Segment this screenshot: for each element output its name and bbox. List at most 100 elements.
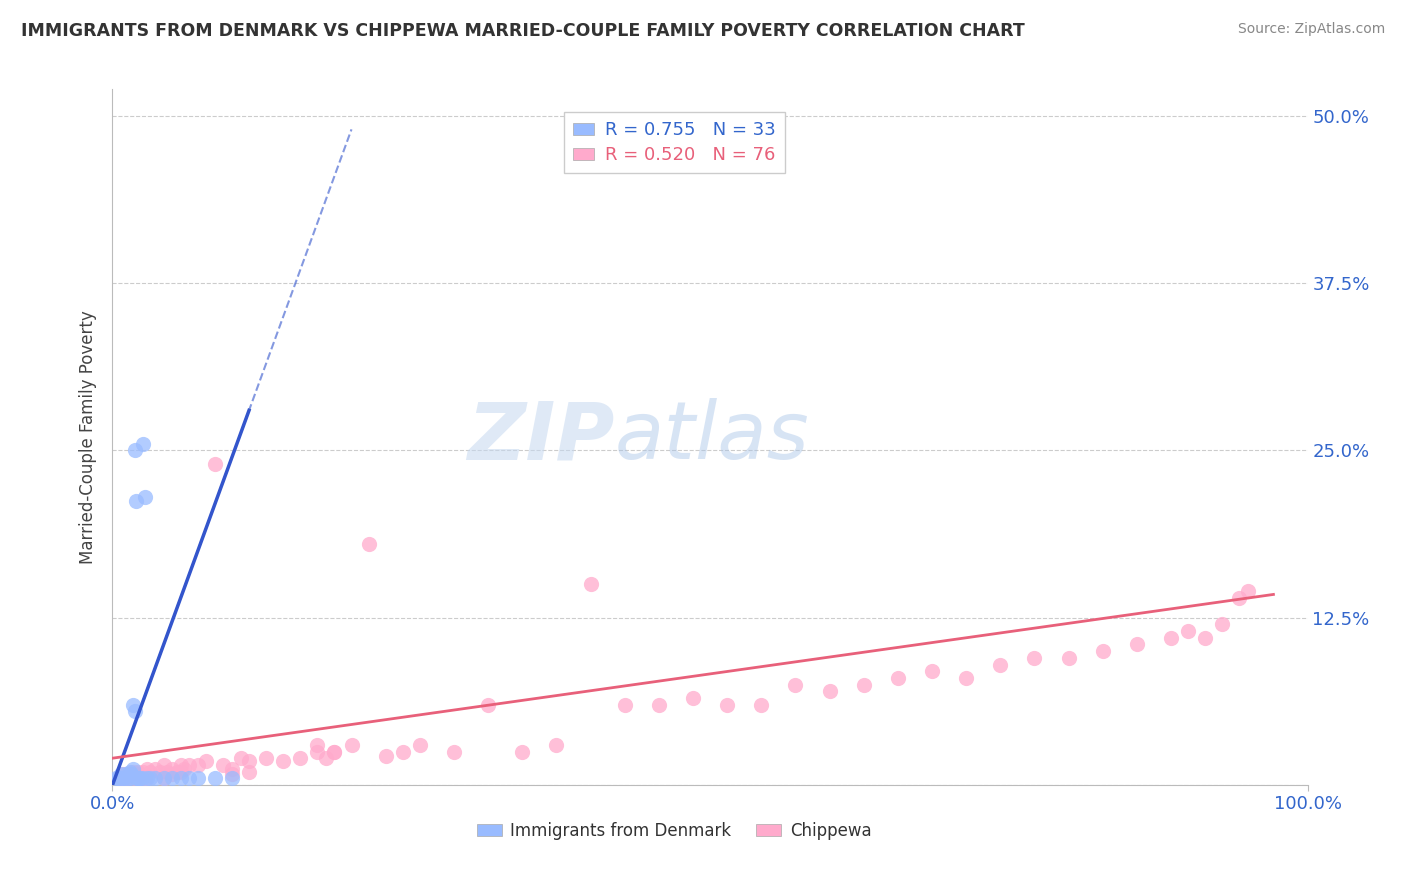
Text: ZIP: ZIP — [467, 398, 614, 476]
Point — [921, 664, 943, 679]
Point — [118, 764, 141, 779]
Point — [152, 771, 174, 786]
Point — [510, 744, 533, 758]
Point — [125, 771, 148, 786]
Point — [139, 771, 162, 786]
Point — [122, 762, 145, 776]
Point — [323, 744, 346, 758]
Point — [1211, 617, 1233, 632]
Point — [357, 537, 380, 551]
Point — [290, 751, 312, 765]
Point — [1024, 651, 1046, 665]
Point — [1237, 584, 1260, 599]
Point — [409, 738, 432, 752]
Point — [988, 657, 1011, 672]
Text: Source: ZipAtlas.com: Source: ZipAtlas.com — [1237, 22, 1385, 37]
Point — [115, 767, 138, 781]
Point — [1091, 644, 1114, 658]
Legend: Immigrants from Denmark, Chippewa: Immigrants from Denmark, Chippewa — [470, 815, 879, 847]
Point — [132, 764, 155, 779]
Point — [170, 771, 193, 786]
Point — [716, 698, 738, 712]
Point — [187, 758, 209, 772]
Point — [127, 771, 149, 786]
Point — [127, 764, 149, 779]
Point — [323, 744, 346, 758]
Point — [128, 767, 150, 781]
Point — [179, 771, 201, 786]
Text: IMMIGRANTS FROM DENMARK VS CHIPPEWA MARRIED-COUPLE FAMILY POVERTY CORRELATION CH: IMMIGRANTS FROM DENMARK VS CHIPPEWA MARR… — [21, 22, 1025, 40]
Point — [135, 762, 157, 776]
Point — [221, 762, 243, 776]
Point — [152, 771, 174, 786]
Point — [340, 738, 363, 752]
Point — [187, 771, 209, 786]
Point — [1227, 591, 1250, 605]
Point — [156, 764, 179, 779]
Point — [124, 443, 146, 458]
Point — [179, 758, 201, 772]
Point — [204, 457, 226, 471]
Point — [1177, 624, 1199, 639]
Point — [134, 490, 156, 504]
Point — [152, 758, 174, 772]
Point — [785, 678, 807, 692]
Point — [1057, 651, 1080, 665]
Point — [143, 762, 166, 776]
Point — [307, 738, 329, 752]
Point — [162, 771, 183, 786]
Point — [391, 744, 413, 758]
Point — [648, 698, 671, 712]
Point — [110, 771, 132, 786]
Point — [107, 771, 129, 786]
Point — [166, 764, 188, 779]
Point — [122, 764, 145, 779]
Point — [117, 771, 139, 786]
Point — [254, 751, 277, 765]
Point — [124, 771, 146, 786]
Point — [221, 771, 243, 786]
Point — [135, 771, 157, 786]
Point — [955, 671, 977, 685]
Point — [613, 698, 636, 712]
Point — [139, 764, 162, 779]
Point — [149, 764, 172, 779]
Point — [195, 754, 218, 768]
Point — [1194, 631, 1216, 645]
Point — [221, 767, 243, 781]
Point — [111, 771, 134, 786]
Point — [315, 751, 337, 765]
Point — [238, 764, 260, 779]
Point — [818, 684, 841, 698]
Point — [131, 771, 153, 786]
Point — [125, 494, 148, 508]
Point — [749, 698, 772, 712]
Point — [271, 754, 294, 768]
Point — [124, 705, 146, 719]
Point — [143, 771, 166, 786]
Point — [134, 771, 156, 786]
Point — [107, 771, 129, 786]
Point — [212, 758, 235, 772]
Point — [117, 767, 139, 781]
Point — [110, 767, 132, 781]
Point — [852, 678, 875, 692]
Point — [127, 771, 149, 786]
Point — [132, 436, 155, 450]
Point — [443, 744, 465, 758]
Point — [307, 744, 329, 758]
Point — [128, 771, 150, 786]
Point — [115, 771, 138, 786]
Point — [477, 698, 499, 712]
Point — [170, 764, 193, 779]
Point — [374, 748, 396, 763]
Point — [170, 758, 193, 772]
Point — [1160, 631, 1182, 645]
Point — [229, 751, 252, 765]
Point — [120, 767, 142, 781]
Point — [114, 771, 135, 786]
Point — [118, 771, 141, 786]
Point — [114, 771, 135, 786]
Point — [173, 762, 195, 776]
Text: atlas: atlas — [614, 398, 810, 476]
